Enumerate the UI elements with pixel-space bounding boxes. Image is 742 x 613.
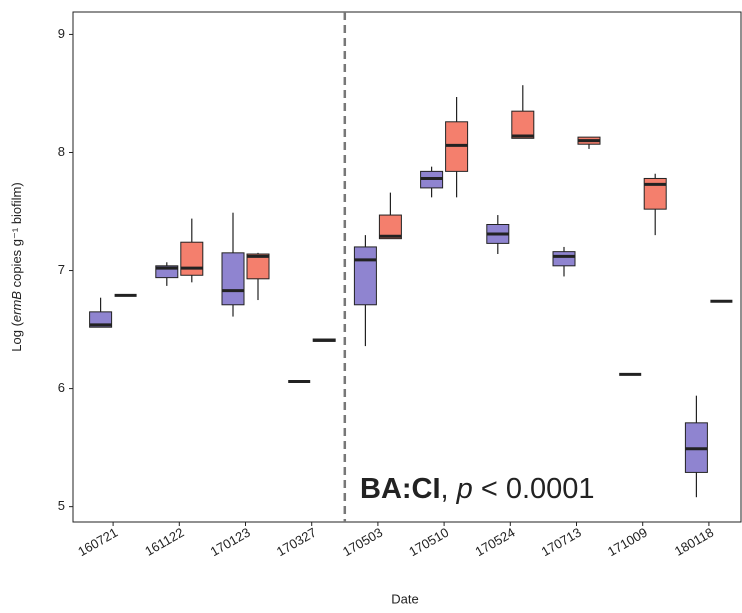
x-tick-label: 171009: [605, 525, 650, 560]
box: [155, 265, 179, 279]
text-part: ermB: [9, 291, 24, 322]
box: [552, 251, 576, 267]
box: [378, 214, 402, 240]
box: [643, 177, 667, 210]
plot-frame: [72, 11, 742, 523]
y-tick-label: 9: [58, 26, 65, 41]
x-tick-label: 170327: [274, 525, 319, 560]
box: [221, 252, 245, 306]
box: [246, 253, 270, 280]
box: [180, 241, 204, 276]
x-tick-label: 170713: [539, 525, 584, 560]
text-part: copies g⁻¹ biofilm): [9, 182, 24, 291]
x-tick-label: 180118: [672, 525, 716, 559]
annotation: BA:CI, p < 0.0001: [360, 473, 595, 505]
text-part: ,: [441, 473, 457, 505]
x-tick-label: 170503: [340, 525, 385, 560]
y-tick-label: 5: [58, 498, 65, 513]
box: [511, 110, 535, 139]
text-part: Log (: [9, 321, 24, 351]
x-axis-label: Date: [391, 591, 418, 606]
y-axis-label: Log (ermB copies g⁻¹ biofilm): [9, 182, 24, 351]
x-tick-label: 170510: [406, 525, 451, 560]
y-tick-label: 6: [58, 380, 65, 395]
text-part: p: [456, 473, 473, 505]
text-part: < 0.0001: [473, 473, 595, 505]
y-tick-label: 7: [58, 262, 65, 277]
x-tick-label: 161122: [142, 525, 186, 559]
x-tick-label: 160721: [75, 525, 120, 560]
y-tick-label: 8: [58, 144, 65, 159]
box: [353, 246, 377, 306]
x-tick-label: 170123: [208, 525, 253, 560]
text-part: BA:CI: [360, 473, 441, 505]
x-tick-label: 170524: [472, 525, 517, 560]
